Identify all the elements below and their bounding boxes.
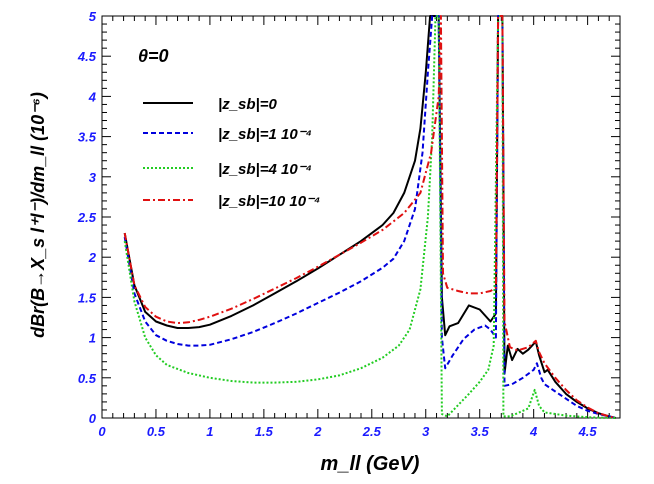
y-tick-label: 1.5 <box>78 290 97 305</box>
series-line-0 <box>123 15 616 419</box>
x-tick-label: 2 <box>313 424 322 439</box>
y-tick-label: 2 <box>88 250 97 265</box>
y-tick-label: 1 <box>89 331 96 346</box>
y-tick-label: 5 <box>89 9 97 24</box>
series-line-3 <box>123 15 616 419</box>
legend-label-1: |z_sb|=1 10⁻⁴ <box>218 126 312 143</box>
annotation-theta: θ=0 <box>138 46 169 66</box>
y-tick-label: 2.5 <box>77 210 97 225</box>
y-tick-label: 0.5 <box>78 371 97 386</box>
legend: |z_sb|=0 |z_sb|=1 10⁻⁴ |z_sb|=4 10⁻⁴ |z_… <box>143 96 320 210</box>
series-line-2 <box>123 15 616 419</box>
axis-tick-labels: 0 0.5 1 1.5 2 2.5 3 3.5 4 4.5 0 0.5 1 1.5 2 2.5 3 3.5 4 4.5… <box>77 9 598 439</box>
y-tick-label: 3 <box>89 170 97 185</box>
x-tick-label: 1.5 <box>255 424 274 439</box>
x-tick-label: 0 <box>98 424 106 439</box>
x-tick-label: 2.5 <box>362 424 382 439</box>
series-line-1 <box>123 15 616 419</box>
series-lines <box>123 15 616 419</box>
x-tick-label: 4.5 <box>578 424 598 439</box>
legend-label-2: |z_sb|=4 10⁻⁴ <box>218 161 312 178</box>
x-tick-label: 1 <box>206 424 213 439</box>
y-tick-label: 4.5 <box>77 49 97 64</box>
legend-label-3: |z_sb|=10 10⁻⁴ <box>218 193 320 210</box>
x-tick-label: 0.5 <box>147 424 166 439</box>
y-tick-label: 3.5 <box>78 130 97 145</box>
x-tick-label: 4 <box>529 424 538 439</box>
y-tick-label: 0 <box>89 411 97 426</box>
y-axis-title: dBr(B→X_s l⁺l⁻)/dm_ll (10⁻⁶) <box>28 92 48 338</box>
axis-ticks <box>101 15 621 419</box>
x-axis-title: m_ll (GeV) <box>321 453 420 475</box>
x-tick-label: 3.5 <box>471 424 490 439</box>
x-tick-label: 3 <box>422 424 430 439</box>
y-tick-label: 4 <box>88 89 97 104</box>
legend-label-0: |z_sb|=0 <box>218 96 278 113</box>
